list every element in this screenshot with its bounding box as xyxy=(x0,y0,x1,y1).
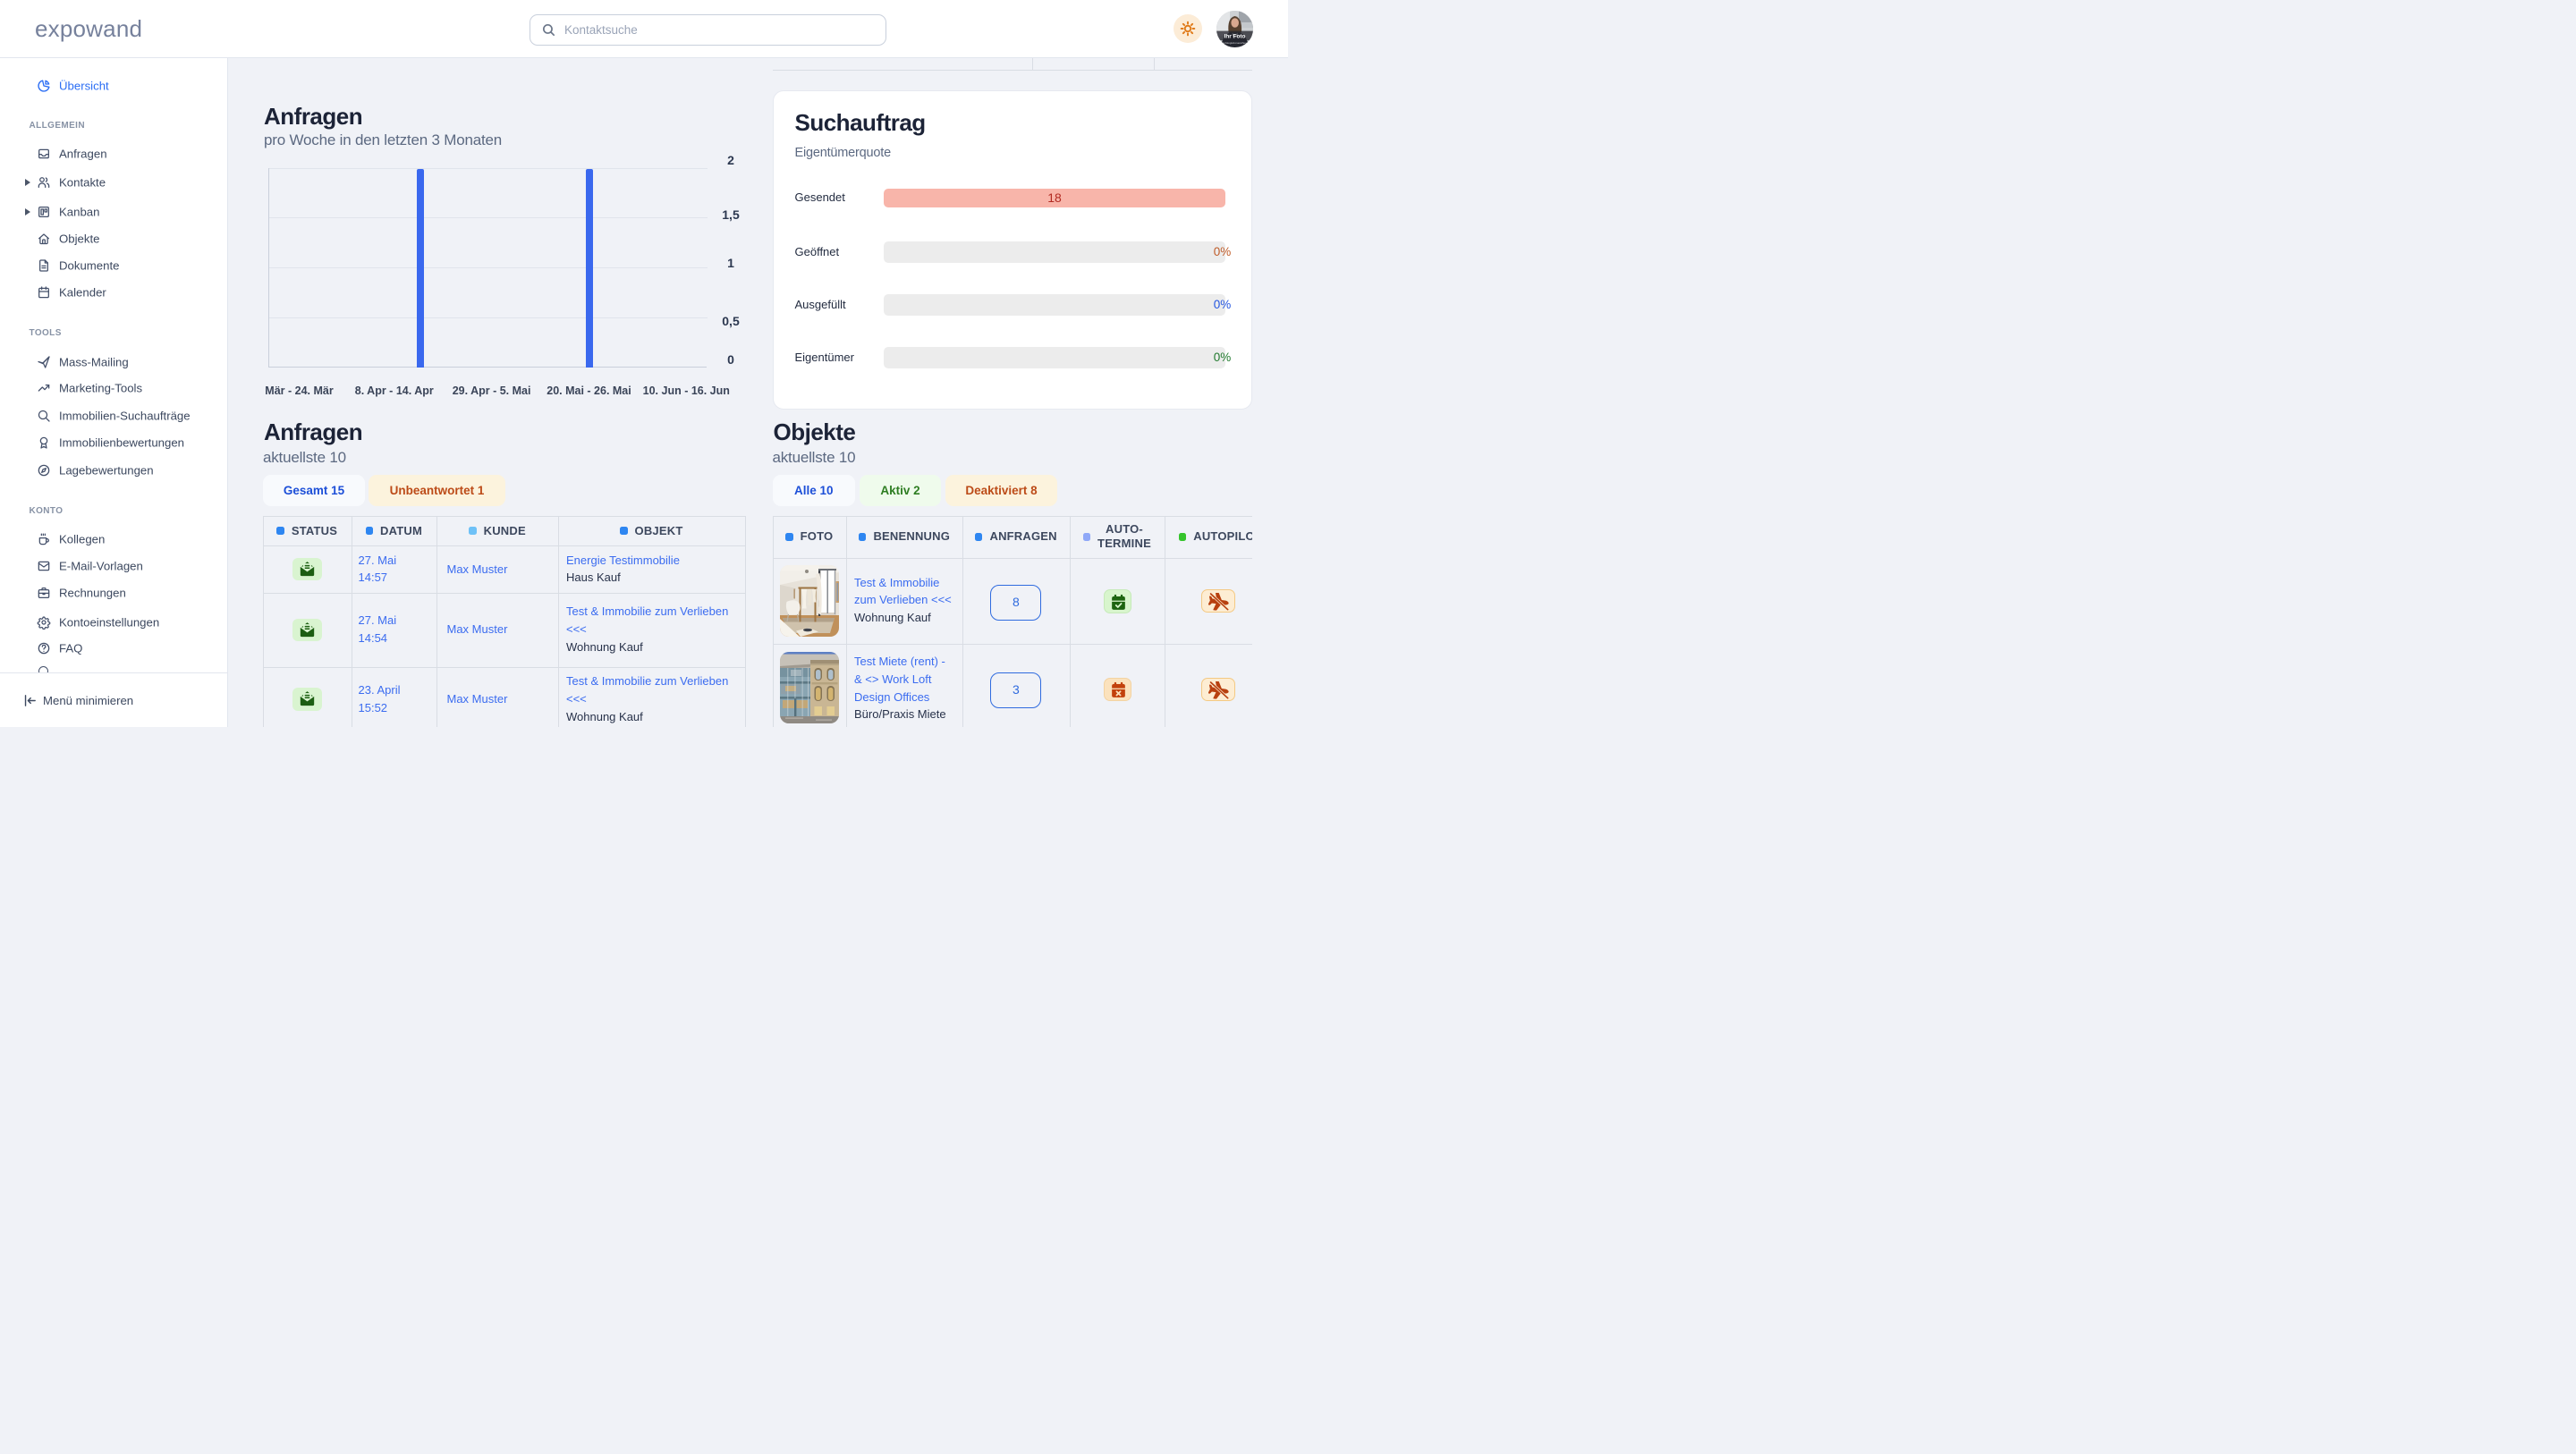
svg-text:www.fotograf-muenchen.de: www.fotograf-muenchen.de xyxy=(1219,41,1250,45)
svg-text:Ihr Foto: Ihr Foto xyxy=(1224,33,1246,39)
